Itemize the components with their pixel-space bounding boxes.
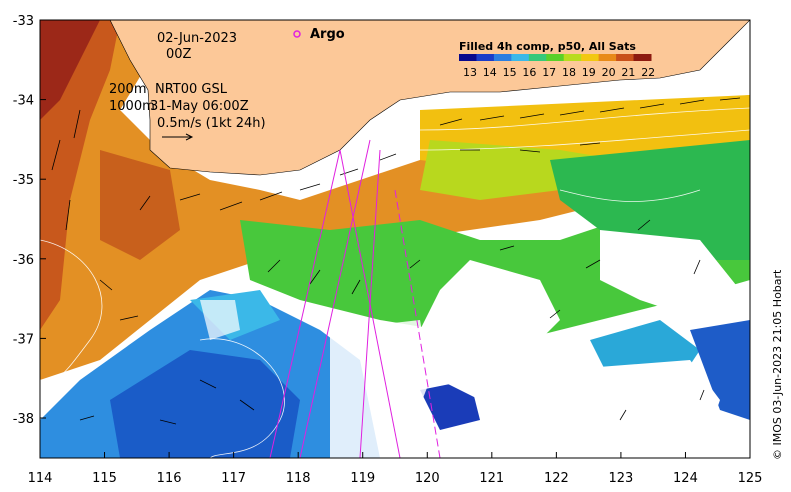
colorbar-tick-label: 16 — [522, 66, 536, 79]
y-tick-label: -34 — [13, 94, 34, 109]
y-axis-ticks: -33 -34 -35 -36 -37 -38 — [13, 14, 46, 427]
colorbar-swatch — [616, 54, 635, 61]
y-tick-label: -33 — [13, 14, 34, 29]
x-tick-label: 125 — [738, 471, 763, 486]
colorbar-swatch — [633, 54, 652, 61]
colorbar-tick-label: 14 — [483, 66, 497, 79]
colorbar-tick-label: 21 — [621, 66, 635, 79]
warm-water-region — [40, 20, 750, 380]
colorbar-title: Filled 4h comp, p50, All Sats — [459, 40, 636, 53]
colorbar-swatch — [528, 54, 547, 61]
colorbar-swatch — [511, 54, 530, 61]
colorbar-swatch — [563, 54, 582, 61]
depth-contour-200: 200m — [109, 82, 146, 97]
colorbar-tick-label: 17 — [542, 66, 556, 79]
cool-patch-far-east — [690, 320, 750, 420]
missing-patch-south — [330, 320, 430, 458]
colorbar-swatch — [598, 54, 617, 61]
scale-arrow — [162, 133, 194, 141]
map-plot-area — [40, 20, 750, 458]
missing-patch-east — [600, 230, 740, 320]
x-tick-label: 121 — [479, 471, 504, 486]
colorbar-tick-label: 15 — [503, 66, 517, 79]
argo-label: Argo — [310, 27, 345, 42]
x-tick-label: 124 — [673, 471, 698, 486]
missing-patch-small — [200, 300, 240, 340]
x-tick-label: 116 — [157, 471, 182, 486]
map-date: 02-Jun-2023 — [157, 31, 237, 46]
colorbar-tick-label: 18 — [562, 66, 576, 79]
y-tick-label: -35 — [13, 173, 34, 188]
colorbar-tick-label: 22 — [641, 66, 655, 79]
x-tick-label: 123 — [608, 471, 633, 486]
colorbar-swatch — [493, 54, 512, 61]
y-tick-label: -38 — [13, 412, 34, 427]
altimetry-date: 31-May 06:00Z — [150, 99, 249, 114]
hottest-core — [40, 20, 100, 120]
x-axis-ticks: 114 115 116 117 118 119 120 121 122 123 124 125 — [28, 452, 763, 486]
x-tick-label: 119 — [350, 471, 375, 486]
scale-label: 0.5m/s (1kt 24h) — [157, 116, 266, 131]
x-tick-label: 115 — [92, 471, 117, 486]
credit-text: © IMOS 03-Jun-2023 21:05 Hobart — [771, 269, 784, 460]
colorbar-swatch — [581, 54, 600, 61]
product-name: NRT00 GSL — [155, 82, 228, 97]
x-tick-label: 120 — [415, 471, 440, 486]
colorbar-swatch — [546, 54, 565, 61]
sst-contours — [40, 107, 750, 458]
colorbar-tick-label: 20 — [602, 66, 616, 79]
eddy-warm — [100, 150, 180, 260]
x-tick-label: 114 — [28, 471, 53, 486]
colorbar-tick-label: 19 — [582, 66, 596, 79]
x-tick-label: 117 — [221, 471, 246, 486]
colorbar-tick-label: 13 — [463, 66, 477, 79]
colorbar-swatch — [476, 54, 495, 61]
colorbar-swatch — [459, 54, 477, 61]
map-time: 00Z — [166, 47, 192, 62]
missing-patch-center — [420, 260, 560, 400]
cold-core-southwest — [110, 350, 300, 458]
x-tick-label: 118 — [286, 471, 311, 486]
colorbar: Filled 4h comp, p50, All Sats 13 14 15 16 17… — [459, 40, 655, 79]
current-vectors — [51, 97, 741, 425]
x-tick-label: 122 — [544, 471, 569, 486]
y-tick-label: -36 — [13, 253, 34, 268]
colorbar-swatches — [459, 54, 652, 61]
argo-marker-icon — [293, 30, 301, 38]
depth-contour-1000: 1000m — [109, 99, 155, 114]
missing-patch-southeast — [540, 360, 720, 458]
plot-border — [39, 19, 751, 459]
y-tick-label: -37 — [13, 332, 34, 347]
colorbar-ticks: 13 14 15 16 17 18 19 20 21 22 — [463, 66, 655, 79]
argo-tracks — [269, 139, 441, 458]
